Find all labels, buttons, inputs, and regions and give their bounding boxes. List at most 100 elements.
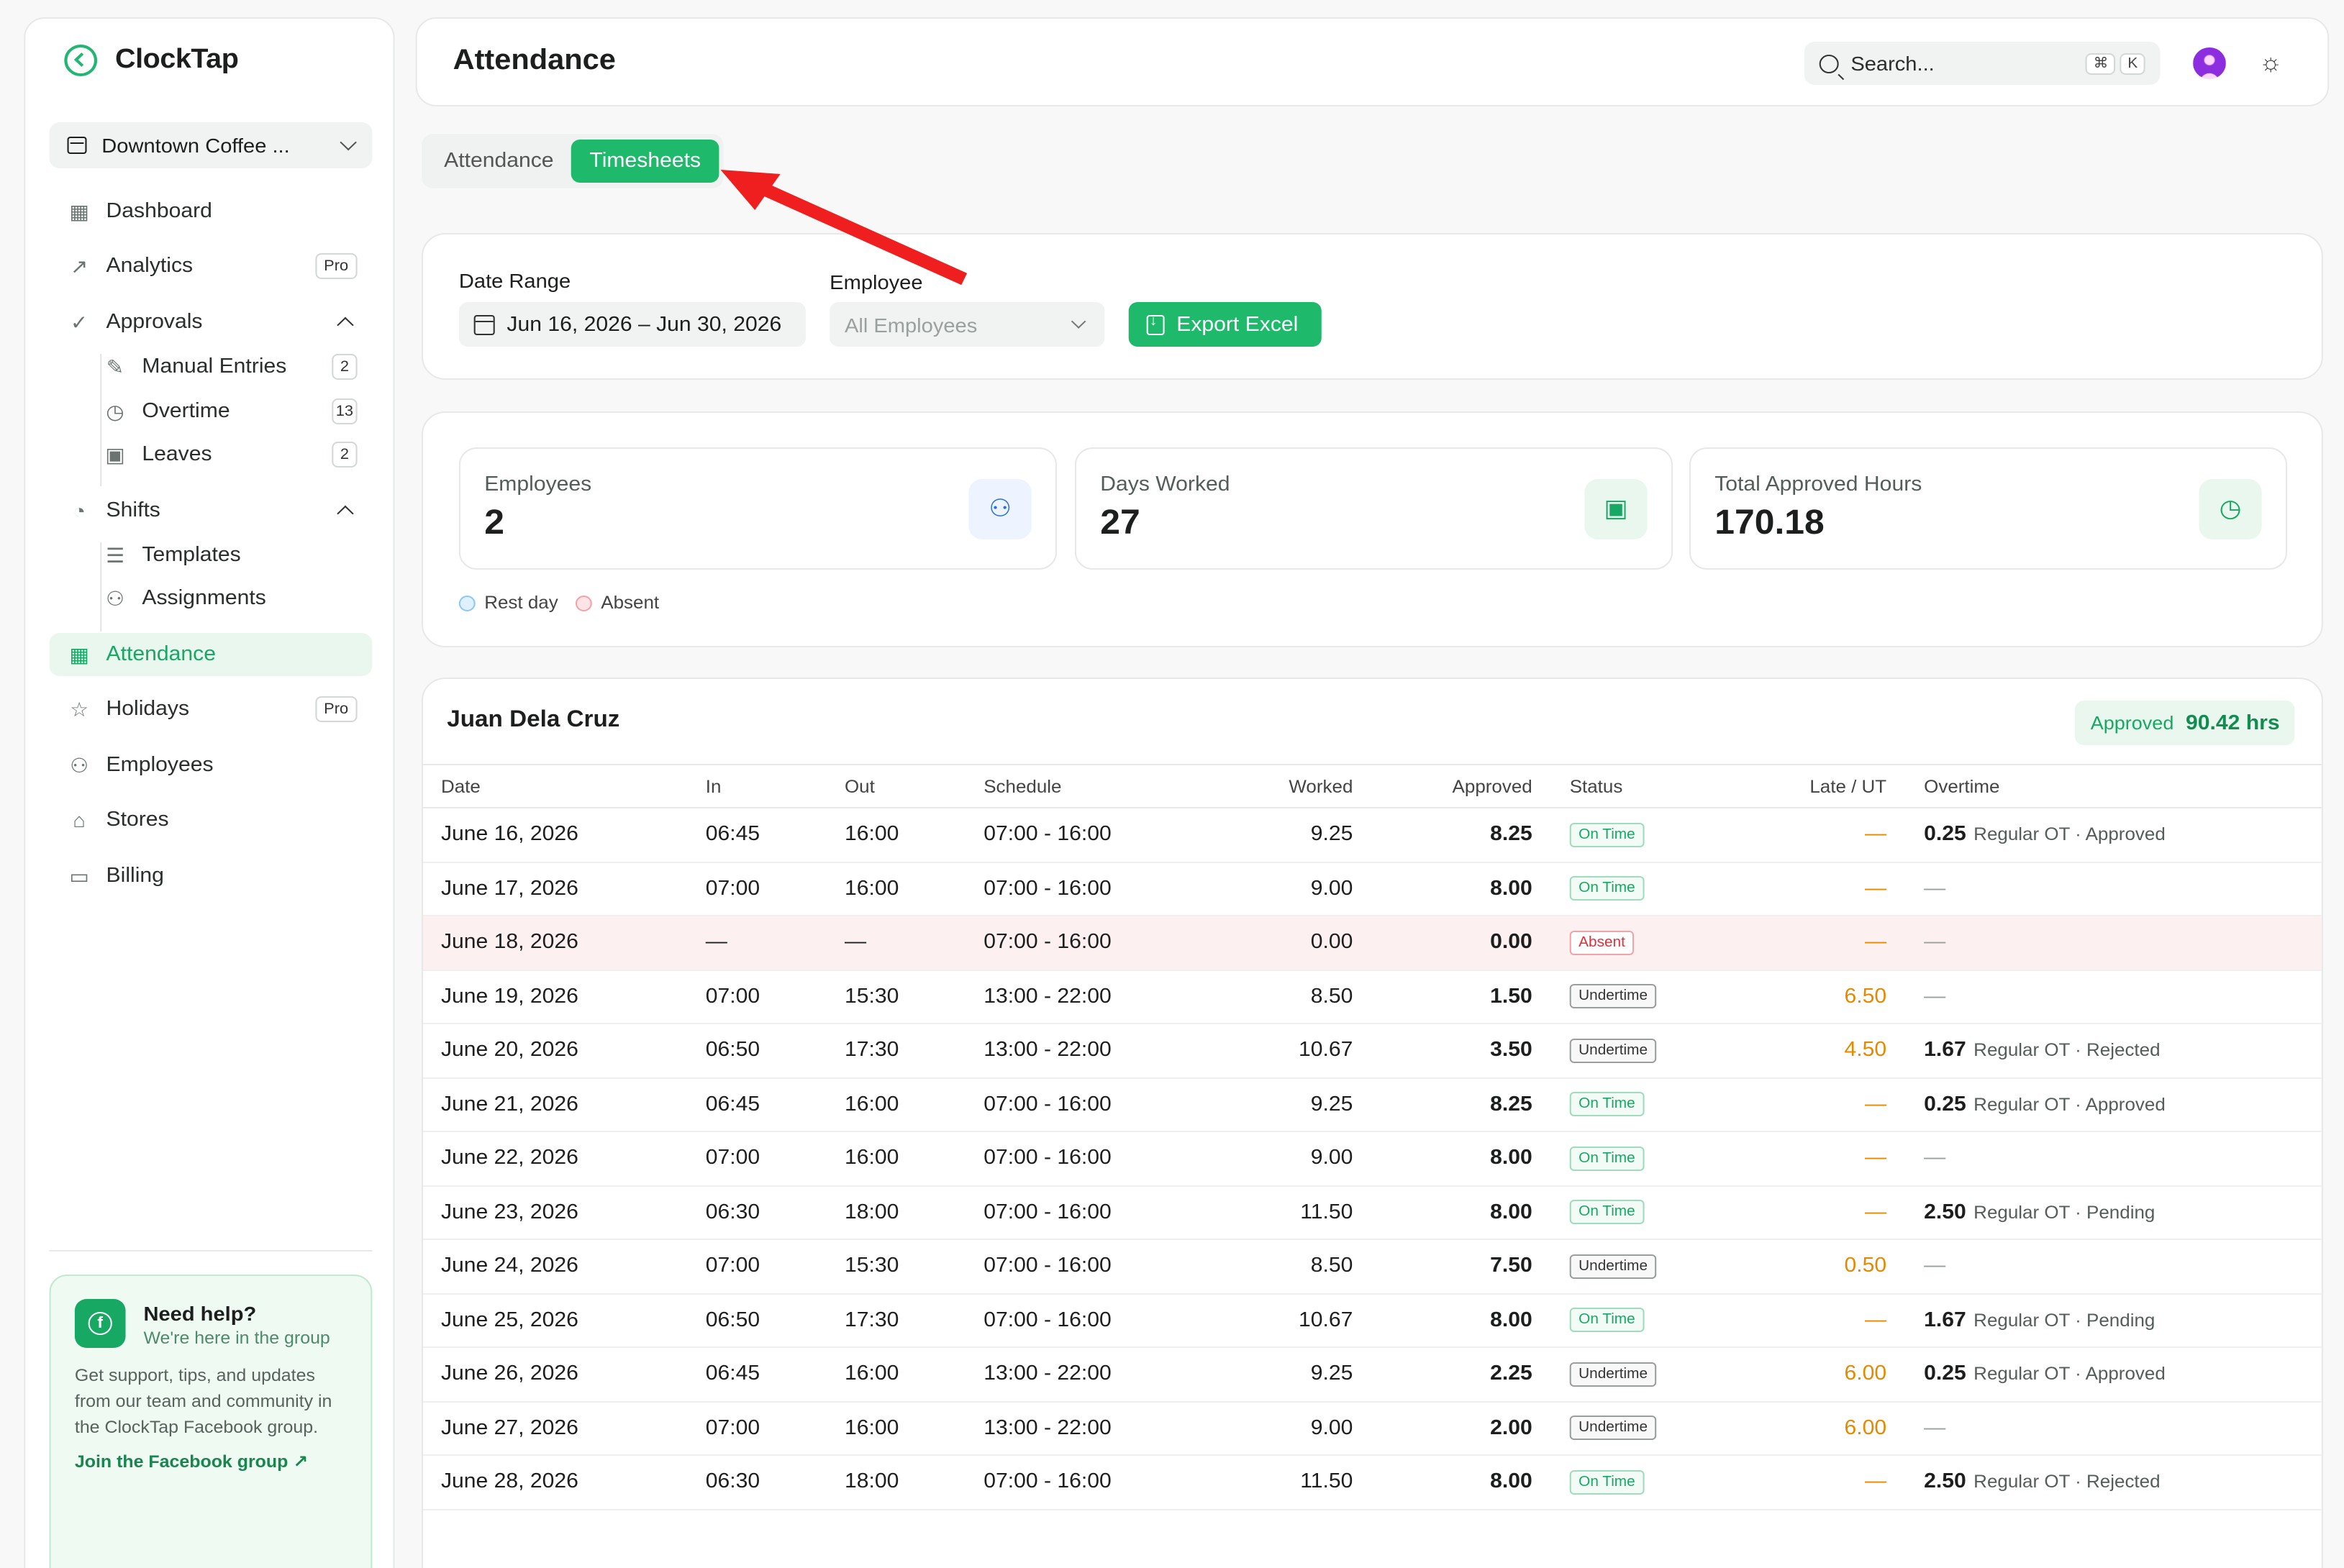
count-badge: 13 bbox=[332, 398, 358, 424]
late-value: — bbox=[1865, 877, 1887, 901]
sidebar-item-billing[interactable]: ▭ Billing bbox=[50, 854, 373, 898]
cell-status: Undertime bbox=[1569, 1402, 1657, 1454]
cell-status: Undertime bbox=[1569, 1024, 1657, 1077]
late-value: — bbox=[1865, 1093, 1887, 1116]
cell-schedule: 07:00 - 16:00 bbox=[984, 931, 1112, 954]
sidebar-item-assignments[interactable]: ⚇ Assignments bbox=[85, 577, 372, 620]
cell-out: 16:00 bbox=[844, 877, 899, 901]
overtime-note: Regular OT · Pending bbox=[1973, 1310, 2156, 1331]
clock-arrow-icon: ◷ bbox=[106, 399, 124, 422]
count-badge: 2 bbox=[332, 354, 358, 380]
clock-icon: ◔ bbox=[73, 499, 86, 522]
status-badge: On Time bbox=[1569, 1469, 1645, 1495]
cell-date: June 18, 2026 bbox=[440, 931, 578, 954]
cell-out: 16:00 bbox=[844, 823, 899, 847]
approved-value: 90.42 hrs bbox=[2185, 711, 2280, 734]
overtime-note: Regular OT · Approved bbox=[1973, 824, 2166, 845]
cell-approved: 8.00 bbox=[1490, 877, 1532, 901]
cell-out: 17:30 bbox=[844, 1308, 899, 1332]
sidebar-item-leaves[interactable]: ▣ Leaves 2 bbox=[85, 433, 372, 476]
cell-status: On Time bbox=[1569, 1456, 1645, 1508]
table-row[interactable]: June 23, 2026 06:30 18:00 07:00 - 16:00 11.5… bbox=[423, 1186, 2322, 1240]
sidebar-item-approvals[interactable]: ✓ Approvals bbox=[50, 301, 373, 344]
sidebar-item-employees[interactable]: ⚇ Employees bbox=[50, 744, 373, 787]
table-row[interactable]: June 22, 2026 07:00 16:00 07:00 - 16:00 9.00… bbox=[423, 1132, 2322, 1186]
store-selector[interactable]: Downtown Coffee ... bbox=[49, 122, 373, 168]
table-row[interactable]: June 25, 2026 06:50 17:30 07:00 - 16:00 10.6… bbox=[423, 1294, 2322, 1348]
legend-label: Rest day bbox=[484, 593, 558, 613]
pro-badge: Pro bbox=[314, 253, 358, 279]
tab-timesheets[interactable]: Timesheets bbox=[571, 140, 719, 183]
late-value: — bbox=[1865, 1200, 1887, 1224]
sidebar-item-label: Assignments bbox=[142, 587, 266, 610]
cell-status: On Time bbox=[1569, 808, 1645, 861]
search-input[interactable]: Search... ⌘ K bbox=[1804, 42, 2161, 85]
sidebar-item-shifts[interactable]: ◔ Shifts bbox=[50, 489, 373, 532]
table-row[interactable]: June 18, 2026 — — 07:00 - 16:00 0.00 0.00 Abse… bbox=[423, 916, 2322, 970]
cell-worked: 9.25 bbox=[1310, 823, 1353, 847]
stat-value: 27 bbox=[1100, 503, 1140, 542]
cell-date: June 23, 2026 bbox=[440, 1200, 578, 1224]
sidebar-item-manual-entries[interactable]: ✎ Manual Entries 2 bbox=[85, 345, 372, 388]
tab-attendance[interactable]: Attendance bbox=[444, 150, 554, 173]
table-row[interactable]: June 21, 2026 06:45 16:00 07:00 - 16:00 9.25… bbox=[423, 1078, 2322, 1132]
table-row[interactable]: June 27, 2026 07:00 16:00 13:00 - 22:00 9.00… bbox=[423, 1402, 2322, 1456]
late-value: — bbox=[1865, 1308, 1887, 1332]
table-row[interactable]: June 17, 2026 07:00 16:00 07:00 - 16:00 9.00… bbox=[423, 862, 2322, 916]
sidebar-item-templates[interactable]: ☰ Templates bbox=[85, 534, 372, 577]
cell-overtime: 0.25 Regular OT · Approved bbox=[1924, 808, 2166, 861]
sidebar-item-holidays[interactable]: ☆ Holidays Pro bbox=[50, 688, 373, 731]
cell-in: 07:00 bbox=[705, 1416, 760, 1440]
sidebar-item-attendance[interactable]: ▦ Attendance bbox=[49, 633, 373, 676]
stat-days-worked: Days Worked 27 ▣ bbox=[1074, 447, 1673, 570]
cell-overtime: — bbox=[1924, 1402, 1945, 1454]
sun-icon[interactable]: ☼ bbox=[2258, 49, 2283, 76]
overtime-note: Regular OT · Approved bbox=[1973, 1094, 2166, 1115]
date-range-picker[interactable]: Jun 16, 2026 – Jun 30, 2026 bbox=[458, 302, 806, 347]
col-schedule: Schedule bbox=[984, 776, 1062, 796]
cell-schedule: 07:00 - 16:00 bbox=[984, 1254, 1112, 1278]
cell-late-ut: — bbox=[1865, 1456, 1886, 1508]
legend-rest-day: Rest day bbox=[458, 593, 558, 613]
cell-schedule: 13:00 - 22:00 bbox=[984, 985, 1112, 1008]
table-row[interactable]: June 20, 2026 06:50 17:30 13:00 - 22:00 10.6… bbox=[423, 1024, 2322, 1078]
status-badge: On Time bbox=[1569, 1308, 1645, 1333]
table-row[interactable]: June 16, 2026 06:45 16:00 07:00 - 16:00 9.25… bbox=[423, 808, 2322, 862]
help-card: f Need help? We're here in the group Get… bbox=[49, 1275, 373, 1568]
count-badge: 2 bbox=[332, 442, 358, 468]
cell-in: 07:00 bbox=[705, 1147, 760, 1170]
cell-date: June 26, 2026 bbox=[440, 1362, 578, 1386]
table-row[interactable]: June 24, 2026 07:00 15:30 07:00 - 16:00 8.50… bbox=[423, 1240, 2322, 1294]
table-row[interactable]: June 26, 2026 06:45 16:00 13:00 - 22:00 9.25… bbox=[423, 1348, 2322, 1402]
avatar[interactable] bbox=[2193, 47, 2226, 79]
employee-name: Juan Dela Cruz bbox=[447, 708, 620, 732]
brand-name: ClockTap bbox=[114, 45, 239, 75]
brand[interactable]: ClockTap bbox=[64, 45, 239, 76]
cell-worked: 10.67 bbox=[1298, 1308, 1353, 1332]
sidebar-item-dashboard[interactable]: ▦ Dashboard bbox=[50, 190, 373, 233]
join-facebook-link[interactable]: Join the Facebook group ↗ bbox=[74, 1451, 309, 1472]
sidebar-item-overtime[interactable]: ◷ Overtime 13 bbox=[85, 390, 372, 433]
sidebar-item-label: Approvals bbox=[106, 311, 203, 334]
cell-status: On Time bbox=[1569, 1078, 1645, 1131]
table-row[interactable]: June 19, 2026 07:00 15:30 13:00 - 22:00 8.50… bbox=[423, 970, 2322, 1024]
cell-status: Undertime bbox=[1569, 1240, 1657, 1293]
cell-schedule: 07:00 - 16:00 bbox=[984, 877, 1112, 901]
cell-late-ut: — bbox=[1865, 1294, 1886, 1346]
table-row[interactable]: June 28, 2026 06:30 18:00 07:00 - 16:00 11.5… bbox=[423, 1456, 2322, 1510]
employee-select[interactable]: All Employees bbox=[830, 302, 1105, 347]
sidebar-item-stores[interactable]: ⌂ Stores bbox=[50, 798, 373, 842]
cell-overtime: 0.25 Regular OT · Approved bbox=[1924, 1348, 2166, 1400]
cell-worked: 0.00 bbox=[1310, 931, 1353, 954]
col-overtime: Overtime bbox=[1924, 776, 2000, 796]
status-badge: Undertime bbox=[1569, 1038, 1657, 1063]
cell-approved: 0.00 bbox=[1490, 931, 1532, 954]
cell-in: 06:45 bbox=[705, 823, 760, 847]
store-icon: ⌂ bbox=[73, 808, 86, 831]
cell-worked: 11.50 bbox=[1300, 1470, 1353, 1494]
sidebar-item-analytics[interactable]: ↗ Analytics Pro bbox=[50, 245, 373, 288]
late-value: 4.50 bbox=[1844, 1039, 1887, 1062]
export-excel-button[interactable]: Export Excel bbox=[1128, 302, 1322, 347]
cell-approved: 7.50 bbox=[1490, 1254, 1532, 1278]
check-circle-icon: ✓ bbox=[70, 310, 88, 333]
